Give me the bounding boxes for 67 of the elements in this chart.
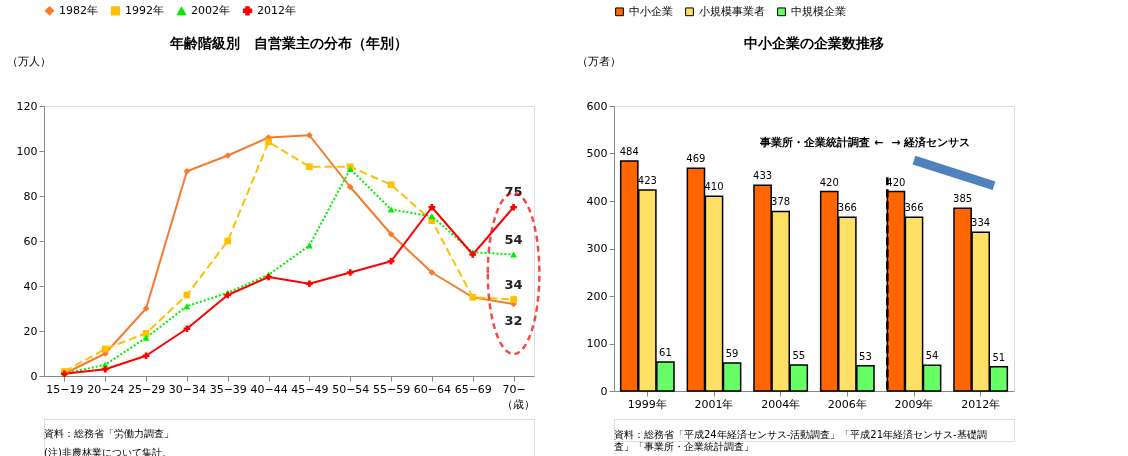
y-tick-label: 40 (23, 279, 38, 293)
x-tick-label: 70− (502, 382, 526, 396)
x-tick-label: 2006年 (827, 397, 867, 411)
x-tick-label: 55−59 (372, 382, 411, 396)
text: (注)非農林業について集計。 (44, 446, 172, 456)
y-tick-label: 100 (16, 144, 38, 158)
x-tick-label: 50−54 (332, 382, 370, 396)
data-label: 385 (953, 193, 973, 205)
y-tick-label: 600 (586, 99, 608, 113)
x-tick-label: 2004年 (761, 397, 801, 411)
y-tick-label: 20 (23, 324, 38, 338)
y-axis-title: （万人） (6, 54, 51, 68)
y-tick-label: 200 (586, 289, 608, 303)
x-tick-label: 20−24 (87, 382, 125, 396)
legend-label: 1992年 (125, 3, 164, 17)
data-label: 61 (659, 347, 672, 359)
y-tick-label: 0 (30, 369, 38, 383)
x-tick-label: 35−39 (209, 382, 247, 396)
x-tick-label: 45−49 (291, 382, 329, 396)
text: 資料：総務省「労働力調査」 (44, 427, 174, 439)
annotation: → 経済センサス (891, 136, 971, 150)
y-tick-label: 100 (586, 337, 608, 350)
data-label: 469 (686, 153, 706, 165)
y-tick-label: 400 (586, 194, 608, 208)
data-label: 53 (859, 350, 872, 362)
x-tick-label: 2012年 (961, 397, 1001, 411)
legend-label: 2012年 (257, 3, 296, 17)
y-tick-label: 500 (586, 147, 608, 160)
data-label: 54 (504, 231, 523, 247)
data-label: 55 (792, 349, 806, 361)
data-label: 32 (504, 313, 523, 328)
x-tick-label: 65−69 (454, 382, 492, 396)
legend-label: 小規模事業者 (699, 4, 765, 18)
legend-label: 中規模企業 (791, 4, 846, 18)
y-axis-title: （万者） (576, 54, 621, 68)
x-tick-label: 60−64 (413, 382, 452, 396)
data-label: 378 (771, 196, 791, 208)
x-tick-label: 30−34 (168, 382, 207, 396)
data-label: 366 (904, 202, 924, 214)
data-label: 433 (753, 170, 773, 182)
x-tick-label: 15−19 (46, 382, 84, 396)
x-axis-title: （歳） (501, 397, 535, 411)
data-label: 59 (725, 347, 739, 359)
data-label: 34 (504, 276, 523, 292)
text: 資料：総務省「平成24年経済センサス-活動調査」「平成21年経済センサス-基礎調査」「事業所・企業統計調査」 (614, 429, 987, 452)
x-tick-label: 1999年 (627, 397, 667, 411)
data-label: 54 (925, 350, 939, 362)
data-label: 410 (704, 181, 724, 193)
data-label: 484 (619, 146, 639, 158)
x-tick-label: 25−29 (127, 382, 166, 396)
chart-title: 中小企業の企業数推移 (744, 35, 884, 51)
annotation: 事業所・企業統計調査 ← (759, 136, 884, 150)
y-tick-label: 120 (16, 99, 38, 113)
y-tick-label: 60 (23, 234, 38, 248)
data-label: 334 (971, 217, 991, 229)
x-tick-label: 40−44 (250, 382, 288, 396)
y-tick-label: 0 (600, 384, 608, 398)
x-tick-label: 2009年 (894, 397, 934, 411)
chart-title: 年齢階級別 自営業主の分布（年別） (169, 35, 408, 51)
legend-label: 1982年 (59, 3, 98, 17)
y-tick-label: 300 (586, 242, 608, 255)
legend-label: 中小企業 (629, 4, 673, 18)
data-label: 51 (992, 351, 1006, 363)
y-tick-label: 80 (23, 189, 38, 203)
x-tick-label: 2001年 (694, 397, 734, 411)
legend-label: 2002年 (191, 4, 230, 18)
data-label: 420 (819, 176, 839, 188)
